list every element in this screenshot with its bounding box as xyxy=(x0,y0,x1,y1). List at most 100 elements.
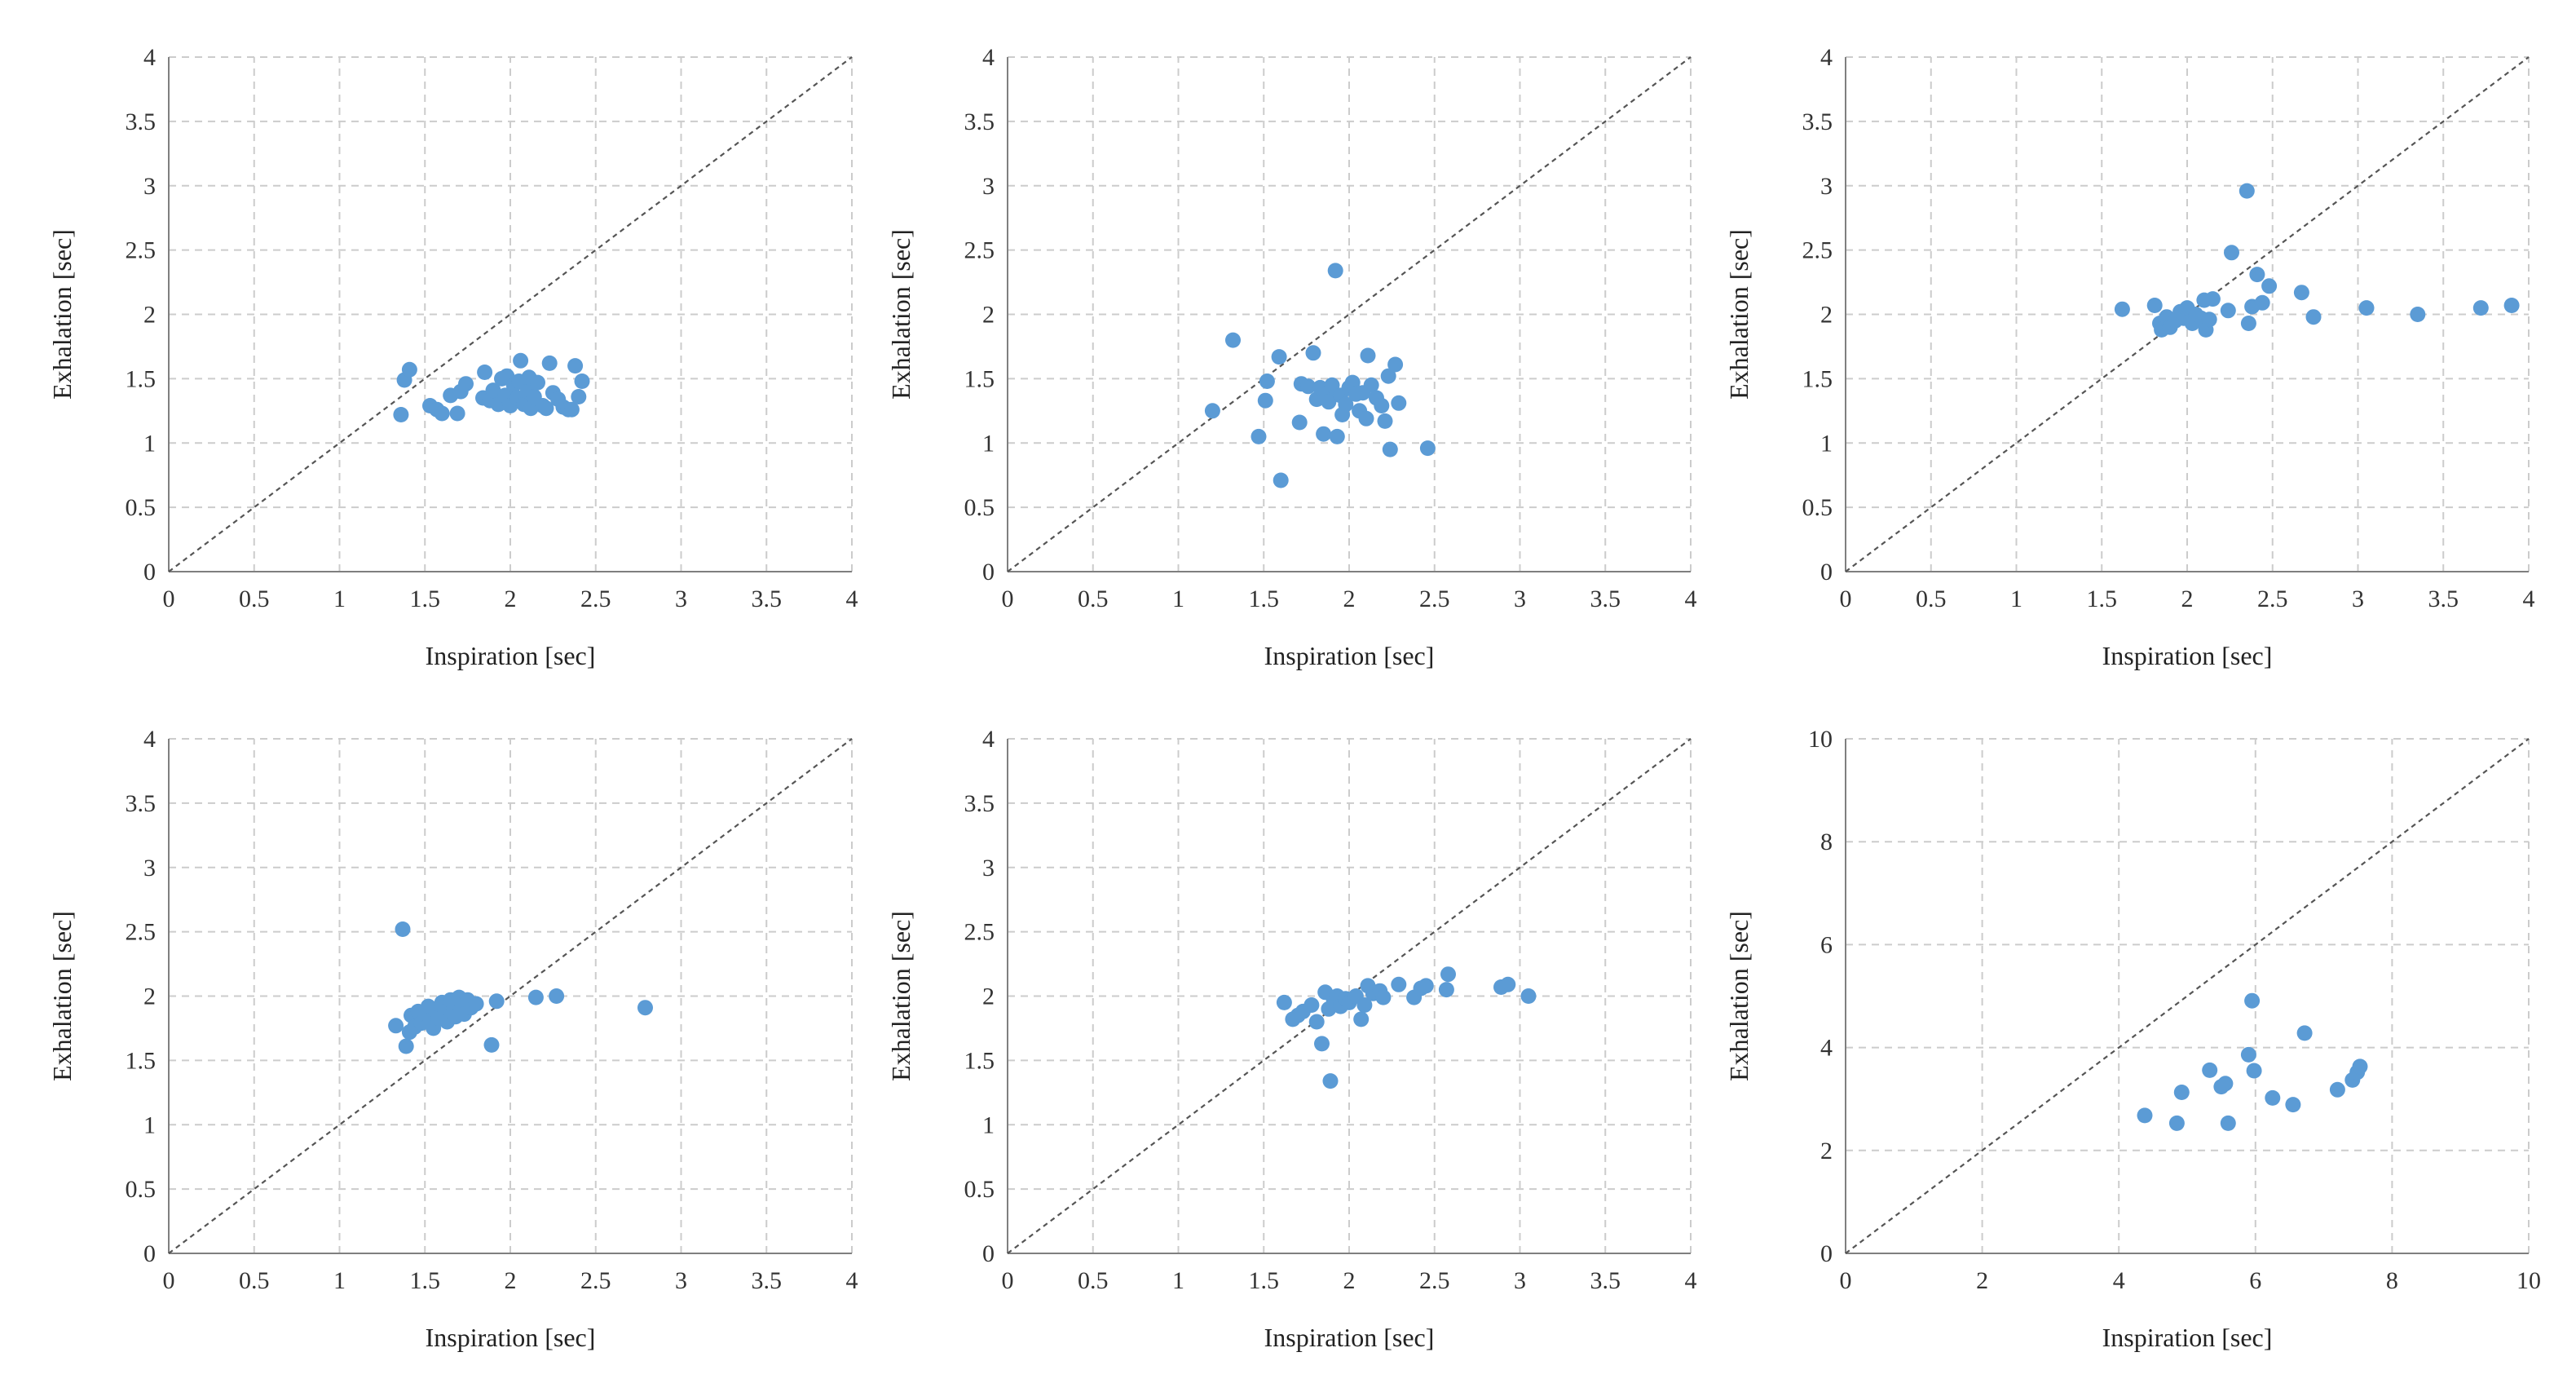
y-tick-label: 0 xyxy=(982,559,995,586)
x-tick-label: 0.5 xyxy=(1916,586,1947,612)
data-point xyxy=(1251,428,1267,444)
x-tick-label: 2 xyxy=(505,586,517,612)
y-axis-title: Exhalation [sec] xyxy=(47,911,77,1081)
x-tick-label: 1 xyxy=(333,1267,346,1294)
data-point xyxy=(2249,267,2265,283)
data-point xyxy=(2239,183,2255,199)
y-tick-label: 0.5 xyxy=(126,494,157,521)
data-point xyxy=(468,996,484,1012)
x-tick-label: 2.5 xyxy=(2257,586,2288,612)
x-tick-label: 0 xyxy=(1002,1267,1014,1294)
x-tick-label: 0.5 xyxy=(1078,1267,1109,1294)
scatter-panel-6: 0 2 4 6 8 10 0 2 4 6 8 10 Inspiration [sec] Exhalatio… xyxy=(1724,726,2541,1352)
y-tick-label: 2.5 xyxy=(126,237,157,264)
data-point xyxy=(2220,303,2236,319)
x-tick-label: 4 xyxy=(846,1267,858,1294)
data-point xyxy=(1438,982,1454,998)
data-point xyxy=(393,407,409,422)
y-axis-title: Exhalation [sec] xyxy=(47,229,77,400)
data-point xyxy=(1324,377,1340,393)
x-tick-label: 3 xyxy=(1514,1267,1526,1294)
data-point xyxy=(458,376,474,392)
x-tick-label: 2.5 xyxy=(1419,586,1450,612)
x-tick-label: 1 xyxy=(1172,1267,1184,1294)
data-point xyxy=(1356,997,1373,1013)
y-tick-label: 3 xyxy=(143,855,156,882)
y-tick-label: 3 xyxy=(1820,173,1833,200)
data-point xyxy=(1308,1014,1325,1030)
y-axis-title: Exhalation [sec] xyxy=(1724,229,1753,400)
y-tick-label: 4 xyxy=(143,44,156,71)
data-point xyxy=(1314,1036,1330,1052)
data-point xyxy=(2472,300,2489,316)
data-point xyxy=(2265,1089,2281,1106)
y-tick-label: 2.5 xyxy=(1802,237,1833,264)
data-point xyxy=(637,1000,653,1016)
x-tick-label: 3 xyxy=(1514,586,1526,612)
data-point xyxy=(1391,976,1407,992)
data-point xyxy=(2358,300,2375,316)
data-point xyxy=(1353,1011,1370,1027)
data-point xyxy=(574,373,590,389)
data-point xyxy=(2217,1076,2234,1092)
scatter-panel-5: 0 0.5 1 1.5 2 2.5 3 3.5 4 0 0.5 1 1.5 2 2.5 3 3.5 4 Inspir… xyxy=(886,726,1697,1352)
data-point xyxy=(388,1018,404,1034)
y-tick-label: 2 xyxy=(982,983,995,1010)
data-point xyxy=(2352,1058,2368,1075)
data-point xyxy=(485,382,501,399)
y-tick-label: 1.5 xyxy=(964,365,995,392)
y-tick-label: 3 xyxy=(982,855,995,882)
y-tick-label: 8 xyxy=(1820,829,1833,855)
data-point xyxy=(449,405,465,422)
scatter-panel-2: 0 0.5 1 1.5 2 2.5 3 3.5 4 0 0.5 1 1.5 2 2.5 3 3.5 4 Inspir… xyxy=(886,44,1697,670)
y-tick-label: 0.5 xyxy=(964,494,995,521)
x-axis-title: Inspiration [sec] xyxy=(1264,641,1435,670)
data-point xyxy=(2305,309,2322,325)
data-point xyxy=(1338,396,1354,413)
data-point xyxy=(538,400,554,417)
y-tick-label: 2 xyxy=(1820,1138,1833,1164)
y-tick-label: 2.5 xyxy=(964,919,995,946)
x-axis-title: Inspiration [sec] xyxy=(2102,1323,2273,1352)
data-point xyxy=(571,389,587,404)
y-tick-label: 2 xyxy=(982,302,995,329)
data-point xyxy=(1204,403,1220,419)
data-point xyxy=(1391,395,1407,411)
x-tick-label: 6 xyxy=(2249,1267,2261,1294)
data-point xyxy=(1303,997,1320,1013)
x-tick-label: 2 xyxy=(505,1267,517,1294)
data-point xyxy=(1300,378,1317,395)
data-point xyxy=(2246,1063,2262,1079)
data-point xyxy=(1375,989,1392,1005)
x-tick-label: 0.5 xyxy=(239,1267,270,1294)
data-point xyxy=(527,989,544,1005)
y-tick-label: 3.5 xyxy=(1802,108,1833,135)
y-tick-label: 3.5 xyxy=(126,108,157,135)
x-tick-label: 3 xyxy=(675,586,687,612)
y-tick-label: 1.5 xyxy=(1802,365,1833,392)
data-point xyxy=(1377,413,1393,429)
y-tick-label: 3.5 xyxy=(964,108,995,135)
x-tick-label: 2.5 xyxy=(1419,1267,1450,1294)
data-point xyxy=(1322,1073,1339,1089)
y-tick-label: 1.5 xyxy=(964,1047,995,1074)
data-point xyxy=(2173,1085,2190,1100)
x-tick-label: 4 xyxy=(2113,1267,2125,1294)
data-point xyxy=(2168,1115,2185,1131)
y-tick-label: 6 xyxy=(1820,931,1833,958)
data-point xyxy=(1305,345,1321,361)
x-tick-label: 2.5 xyxy=(580,586,611,612)
y-tick-label: 2 xyxy=(143,983,156,1010)
x-tick-label: 1 xyxy=(333,586,346,612)
reference-diagonal-line xyxy=(1007,56,1692,572)
x-tick-label: 0 xyxy=(1840,586,1852,612)
x-tick-label: 8 xyxy=(2386,1267,2398,1294)
data-point xyxy=(1259,373,1275,389)
data-point xyxy=(401,361,417,378)
y-tick-label: 0.5 xyxy=(1802,494,1833,521)
data-point xyxy=(1387,356,1404,373)
data-point xyxy=(513,352,529,369)
x-tick-label: 3.5 xyxy=(1590,586,1621,612)
reference-diagonal-line xyxy=(1845,56,2530,572)
